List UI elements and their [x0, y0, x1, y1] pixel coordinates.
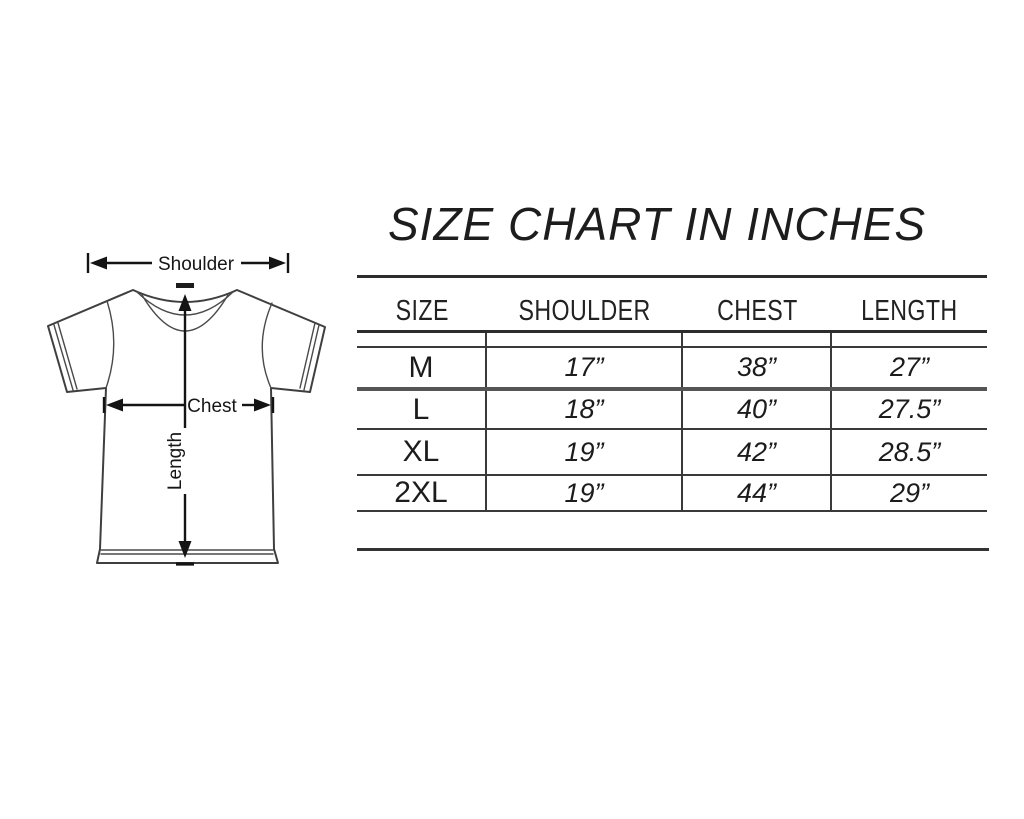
- shoulder-measure-arrow: [86, 253, 290, 273]
- tshirt-diagram: Shoulder Chest Length: [47, 253, 326, 566]
- table-row-l: L 18” 40” 27.5”: [357, 391, 987, 430]
- column-header-length-label: LENGTH: [861, 294, 958, 327]
- chest-measure-arrow: [102, 397, 275, 413]
- column-header-shoulder-label: SHOULDER: [518, 294, 652, 327]
- size-cell: L: [357, 391, 487, 428]
- size-cell: M: [357, 348, 487, 387]
- column-header-size-label: SIZE: [395, 294, 449, 327]
- table-row-xl: XL 19” 42” 28.5”: [357, 430, 987, 476]
- table-row-m: M 17” 38” 27”: [357, 348, 987, 391]
- length-cell: 27.5”: [878, 394, 941, 424]
- shoulder-cell: 19”: [487, 430, 683, 474]
- column-header-shoulder: SHOULDER: [487, 278, 683, 330]
- chest-label: Chest: [187, 396, 237, 417]
- length-cell: 29”: [889, 477, 930, 508]
- length-cell: 27”: [889, 352, 930, 382]
- tshirt-outline: [47, 289, 326, 564]
- column-header-chest: CHEST: [683, 278, 832, 330]
- spacer-cell: [357, 333, 487, 346]
- column-header-length: LENGTH: [832, 278, 987, 330]
- shoulder-cell: 18”: [487, 391, 683, 428]
- chest-cell: 40”: [683, 391, 832, 428]
- length-measure-arrow: [176, 294, 194, 566]
- size-table: SIZE SHOULDER CHEST LENGTH M 17” 38” 27”…: [357, 275, 987, 512]
- size-cell: 2XL: [357, 476, 487, 510]
- shoulder-cell: 17”: [487, 348, 683, 387]
- shoulder-cell: 19”: [487, 476, 683, 510]
- table-header-row: SIZE SHOULDER CHEST LENGTH: [357, 275, 987, 333]
- table-spacer-row: [357, 333, 987, 348]
- shoulder-label: Shoulder: [158, 254, 235, 275]
- spacer-cell: [832, 333, 987, 346]
- length-cell: 28.5”: [878, 436, 941, 467]
- size-cell: XL: [357, 430, 487, 474]
- table-bottom-rule: [357, 548, 989, 551]
- column-header-size: SIZE: [357, 278, 487, 330]
- chest-cell: 44”: [683, 476, 832, 510]
- spacer-cell: [487, 333, 683, 346]
- chest-cell: 38”: [683, 348, 832, 387]
- length-label: Length: [165, 432, 186, 490]
- spacer-cell: [683, 333, 832, 346]
- page-title: SIZE CHART IN INCHES: [388, 198, 926, 250]
- table-row-2xl: 2XL 19” 44” 29”: [357, 476, 987, 512]
- column-header-chest-label: CHEST: [717, 294, 798, 327]
- chest-cell: 42”: [683, 430, 832, 474]
- neck-reference-bar: [176, 283, 194, 288]
